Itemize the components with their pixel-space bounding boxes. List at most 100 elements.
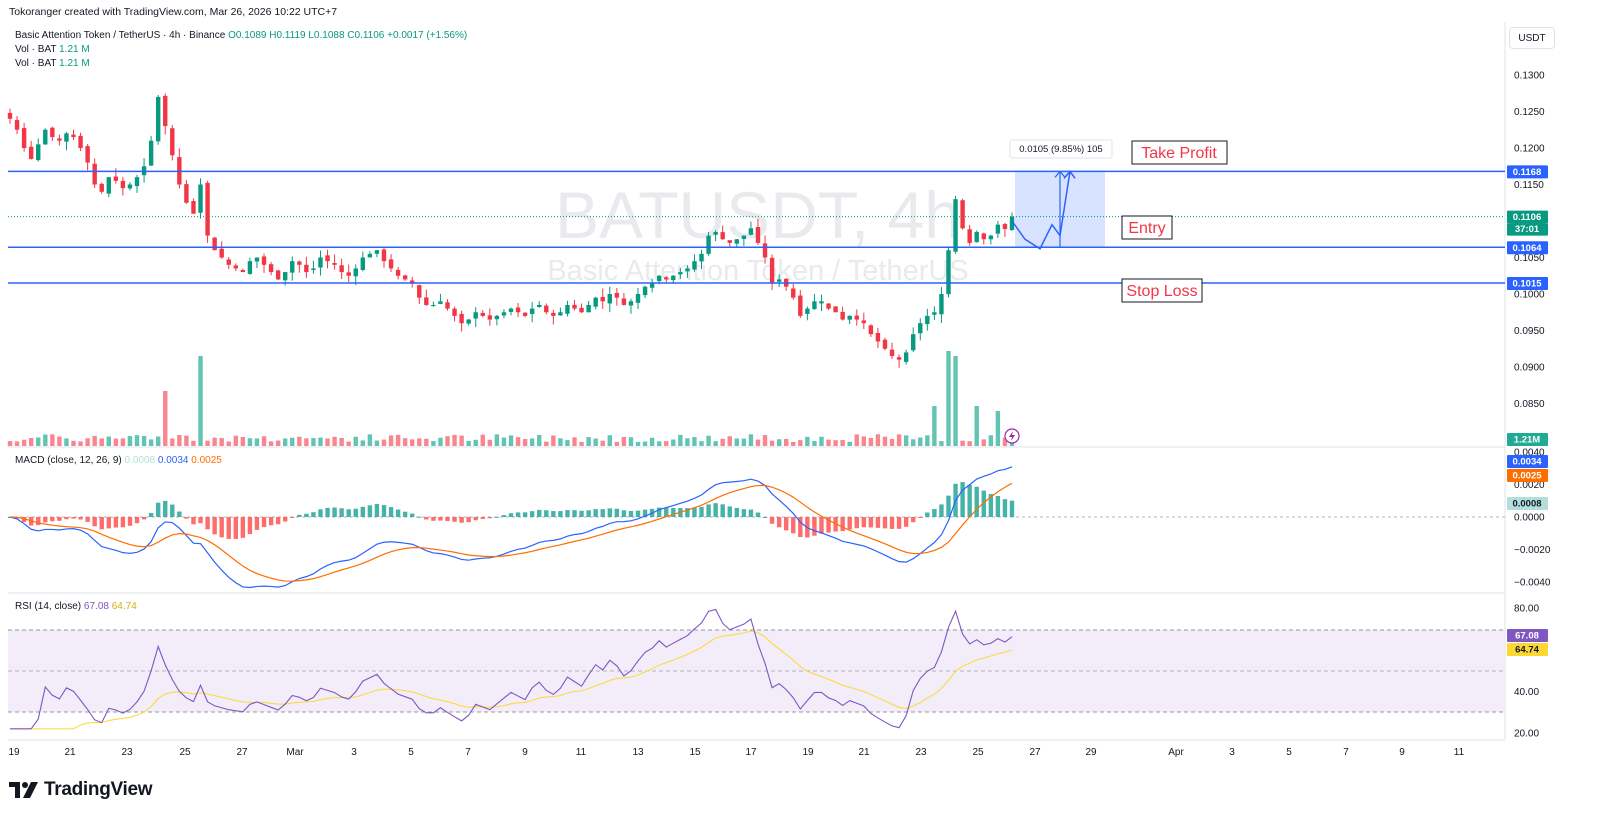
candle-body: [558, 312, 563, 316]
take-profit-label-box[interactable]: [1131, 140, 1228, 165]
macd-histogram-bar: [572, 510, 577, 517]
rsi-title: RSI (14, close): [15, 601, 82, 612]
time-tick-label: 3: [1229, 747, 1235, 758]
volume-bar: [621, 436, 627, 446]
volume-bar: [177, 435, 182, 446]
countdown-tag: 37:01: [1515, 224, 1540, 235]
candle-body: [501, 312, 507, 316]
volume-bar: [819, 436, 824, 446]
macd-histogram-bar: [332, 507, 337, 517]
candle-body: [727, 240, 732, 243]
volume-bar: [953, 356, 958, 446]
volume-bar: [424, 438, 429, 446]
volume-bar: [515, 437, 521, 446]
macd-histogram-bar: [918, 517, 923, 518]
volume-bar: [254, 438, 260, 446]
candle-body: [424, 297, 429, 305]
time-tick-label: 15: [689, 747, 701, 758]
rsi-ma-value: 64.74: [111, 601, 137, 612]
macd-hist-tag-box: [1507, 497, 1548, 510]
countdown-tag-box: [1507, 223, 1548, 236]
candle-body: [466, 319, 471, 324]
macd-histogram-bar: [967, 484, 972, 517]
time-tick-label: 3: [351, 747, 357, 758]
candle-body: [64, 133, 69, 142]
candle-body: [508, 308, 514, 312]
time-tick-label: Apr: [1168, 747, 1184, 758]
macd-histogram-bar: [635, 510, 641, 517]
entry-price-tag: 0.1064: [1512, 243, 1542, 254]
macd-histogram-bar: [198, 517, 203, 524]
macd-histogram-bar: [191, 517, 196, 525]
candle-body: [374, 250, 380, 254]
projection-path[interactable]: [1011, 171, 1071, 250]
candle-body: [28, 146, 34, 159]
entry-price-tag-box: [1507, 241, 1548, 255]
macd-histogram-bar: [861, 517, 867, 528]
candle-body: [148, 140, 154, 166]
macd-histogram-bar: [205, 517, 210, 530]
volume-bar: [480, 434, 485, 446]
volume-bar: [529, 438, 535, 446]
volume-bar: [388, 435, 394, 446]
candle-body: [776, 279, 782, 282]
macd-histogram-bar: [184, 517, 189, 519]
candle-body: [120, 180, 126, 189]
macd-histogram-bar: [925, 512, 930, 517]
volume-bar: [120, 438, 126, 446]
stop-loss-label-box[interactable]: [1121, 278, 1203, 303]
macd-histogram-bar: [911, 517, 916, 523]
currency-button[interactable]: USDT: [1509, 27, 1555, 49]
candle-body: [7, 112, 13, 119]
candle-body: [741, 235, 747, 240]
candle-body: [995, 224, 1001, 234]
candle-body: [127, 184, 133, 189]
volume-bar: [304, 438, 309, 446]
volume-bar: [889, 438, 895, 446]
tradingview-logo[interactable]: TradingView: [9, 779, 153, 801]
entry-label-box[interactable]: [1121, 215, 1173, 240]
volume-bar: [903, 435, 909, 446]
time-axis[interactable]: 19 21 23 25 27 Mar 3 5 7 9 11 13 15 17 19 21 23 25 27 29 Apr…: [8, 747, 1464, 758]
time-tick-label: 13: [632, 747, 644, 758]
volume-legend-2: Vol · BAT 1.21 M: [15, 58, 90, 69]
macd-histogram-bar: [367, 505, 373, 517]
macd-histogram-bar: [240, 517, 246, 538]
candle-body: [367, 253, 373, 258]
volume-bar: [960, 440, 965, 446]
volume-bar: [918, 437, 923, 446]
volume-bar: [812, 440, 817, 446]
candle-body: [445, 302, 450, 309]
candle-body: [974, 231, 979, 243]
candle-body: [600, 296, 605, 302]
candle-body: [240, 270, 246, 273]
candle-body: [607, 294, 612, 304]
candle-body: [92, 163, 97, 185]
macd-histogram-bar: [600, 509, 605, 517]
candle-body: [579, 307, 584, 313]
volume-bar: [381, 439, 387, 446]
candle-body: [212, 237, 217, 251]
volume-bar: [671, 439, 676, 446]
macd-histogram-bar: [586, 510, 591, 517]
candle-body: [671, 275, 676, 281]
macd-histogram-bar: [381, 505, 387, 517]
time-tick-label: Mar: [286, 747, 304, 758]
candle-body: [861, 320, 867, 324]
rsi-ma-tag: 64.74: [1515, 645, 1539, 656]
macd-histogram-bar: [346, 509, 351, 517]
volume-bar: [332, 436, 337, 446]
candle-body: [522, 312, 528, 316]
volume-bar: [494, 434, 500, 446]
stop-loss-price-tag-box: [1507, 277, 1548, 291]
candle-body: [960, 200, 965, 229]
candle-body: [812, 301, 817, 310]
volume-bar: [78, 441, 83, 446]
macd-histogram-bar: [50, 517, 55, 522]
macd-histogram-bar: [487, 517, 493, 519]
volume-bar: [896, 434, 902, 446]
macd-histogram-bar: [776, 517, 782, 528]
volume-bar: [219, 438, 224, 446]
macd-histogram-bar: [699, 506, 704, 517]
